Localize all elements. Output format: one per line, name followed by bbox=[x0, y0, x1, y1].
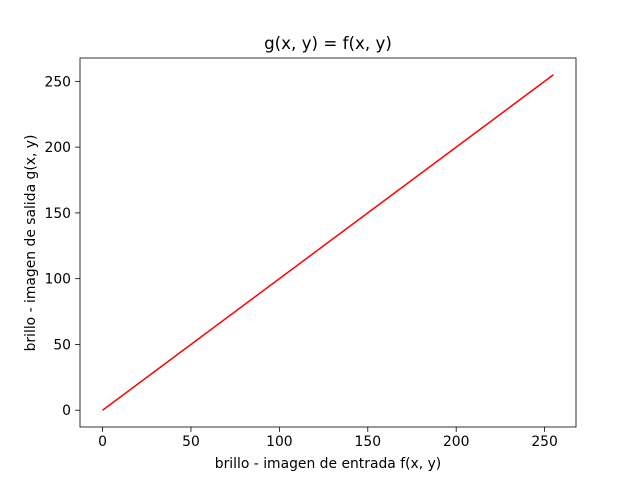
y-axis: 0 50 100 150 200 250 bbox=[44, 74, 80, 419]
x-tick-label: 250 bbox=[531, 434, 558, 450]
plot-frame bbox=[79, 57, 577, 428]
x-tick-label: 150 bbox=[355, 434, 382, 450]
y-tick-label: 50 bbox=[53, 337, 71, 353]
y-tick-label: 150 bbox=[44, 206, 71, 222]
y-tick-label: 250 bbox=[44, 74, 71, 90]
x-tick-label: 0 bbox=[98, 434, 107, 450]
y-axis-label: brillo - imagen de salida g(x, y) bbox=[23, 135, 39, 352]
y-tick-label: 0 bbox=[62, 403, 71, 419]
y-tick-label: 200 bbox=[44, 140, 71, 156]
plot-layer bbox=[102, 74, 554, 411]
y-tick-label: 100 bbox=[44, 272, 71, 288]
series-line-0 bbox=[102, 74, 554, 411]
x-axis: 0 50 100 150 200 250 bbox=[98, 427, 558, 450]
x-tick-label: 50 bbox=[182, 434, 200, 450]
x-tick-label: 100 bbox=[266, 434, 293, 450]
x-tick-label: 200 bbox=[443, 434, 470, 450]
x-axis-label: brillo - imagen de entrada f(x, y) bbox=[215, 456, 441, 472]
chart-title: g(x, y) = f(x, y) bbox=[264, 33, 392, 53]
